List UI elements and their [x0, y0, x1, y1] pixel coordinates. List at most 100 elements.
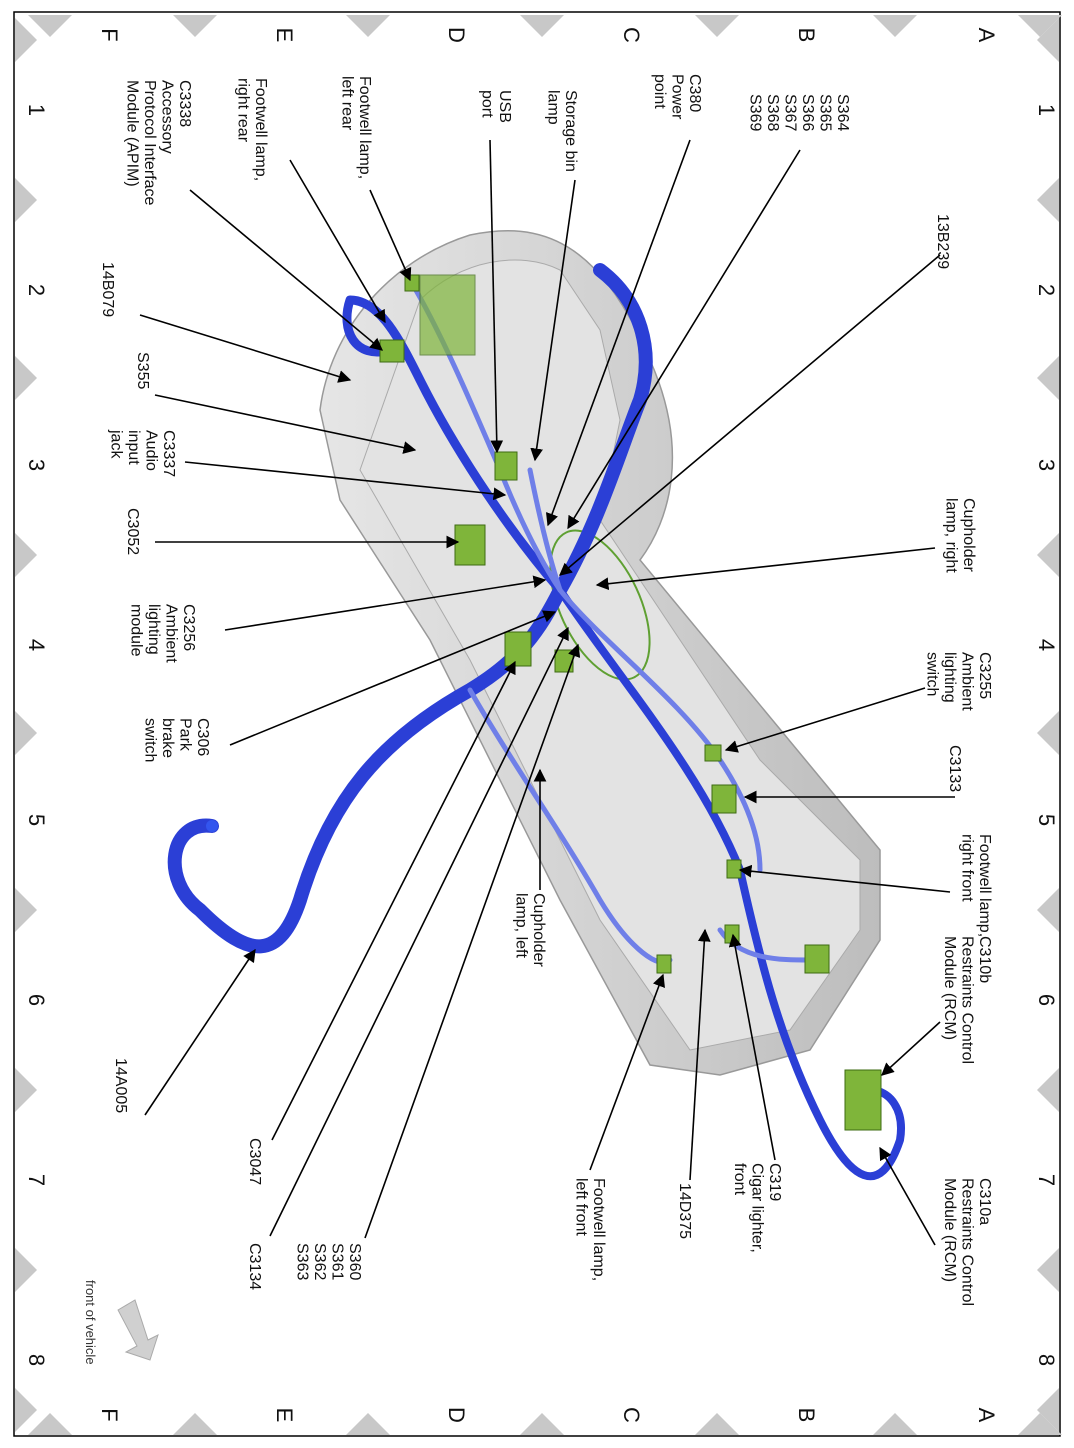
grid-row-label: A — [974, 1408, 999, 1423]
leader-line — [724, 687, 926, 753]
callout-label: C3134 — [246, 1243, 263, 1290]
callout-label: switch — [924, 652, 941, 696]
leader-line — [530, 179, 576, 462]
callout-label: lamp — [545, 90, 562, 125]
grid-column-label: 8 — [24, 1354, 49, 1366]
connector — [504, 631, 532, 667]
callout-label: Accessory — [159, 80, 176, 154]
callout-label: C319 — [766, 1163, 783, 1201]
edge-triangle — [15, 356, 37, 400]
leader-line — [738, 864, 951, 893]
callout-label: Module (RCM) — [941, 936, 958, 1040]
callout-label: right front — [959, 834, 976, 902]
callout-label: Footwell lamp, — [356, 76, 373, 179]
branch — [467, 687, 673, 965]
callout-label: C3255 — [976, 652, 993, 699]
grid-row-label: D — [444, 1407, 469, 1423]
callout-label: lighting — [941, 652, 958, 703]
edge-triangle — [1037, 533, 1059, 577]
leader-line — [184, 461, 507, 501]
callout-label: port — [479, 90, 496, 118]
callout-label: Restraints Control — [959, 1178, 976, 1306]
callout-label: jack — [108, 429, 125, 459]
connector — [494, 451, 518, 481]
callout-label: lighting — [145, 604, 162, 655]
edge-triangle — [1018, 1413, 1062, 1435]
connector — [656, 954, 672, 974]
grid-row-label: B — [794, 28, 819, 43]
callout-label: C3337 — [160, 430, 177, 477]
callout-label: left front — [573, 1178, 590, 1236]
callout-label: USB — [496, 90, 513, 123]
callout-label: switch — [142, 718, 159, 762]
connectors — [379, 274, 882, 1131]
apim-module — [419, 274, 476, 356]
edge-triangle — [1037, 356, 1059, 400]
callout-label: S364 — [834, 94, 851, 131]
grid-row-label: F — [97, 28, 122, 41]
edge-triangle — [346, 1413, 390, 1435]
edge-triangle — [346, 15, 390, 37]
callout-label: C3133 — [946, 745, 963, 792]
grid-column-label: 1 — [1034, 104, 1059, 116]
callout-label: module — [128, 604, 145, 657]
callout-label: Cupholder — [530, 893, 547, 968]
edge-triangle — [520, 1413, 564, 1435]
grid-column-label: 6 — [24, 994, 49, 1006]
leader-line — [139, 314, 352, 383]
callout-label: S355 — [134, 352, 151, 389]
callout-label: Cigar lighter, — [749, 1163, 766, 1253]
edge-triangle — [1037, 1388, 1059, 1432]
leader-line — [369, 189, 412, 282]
callout-label: Protocol Interface — [141, 80, 158, 206]
callout-label: Footwell lamp, — [252, 78, 269, 181]
grid-column-label: 8 — [1034, 1354, 1059, 1366]
grid-column-label: 2 — [1034, 284, 1059, 296]
frame — [13, 11, 1061, 1437]
callout-label: C3338 — [176, 80, 193, 127]
callout-label: brake — [159, 718, 176, 758]
connector — [454, 524, 486, 566]
edge-triangle — [15, 178, 37, 222]
callout-label: C3256 — [180, 604, 197, 651]
grid-column-label: 5 — [24, 814, 49, 826]
grid-row-label: B — [794, 1408, 819, 1423]
callout-label: input — [125, 430, 142, 465]
edge-triangle — [15, 1388, 37, 1432]
branch — [557, 587, 763, 873]
edge-triangle — [15, 1068, 37, 1112]
callout-label: Module (APIM) — [124, 80, 141, 187]
note: front of vehicle — [83, 1280, 98, 1365]
leader-line — [269, 626, 569, 1237]
callout-label: S363 — [294, 1243, 311, 1280]
callout-label: S360 — [346, 1243, 363, 1280]
edge-triangle — [15, 1248, 37, 1292]
front-arrow — [117, 1299, 159, 1361]
callout-label: left rear — [339, 76, 356, 131]
connector — [726, 859, 742, 879]
callout-label: 13B239 — [934, 214, 951, 269]
leader-line — [489, 139, 504, 454]
leader-line — [879, 1146, 936, 1246]
grid-column-label: 3 — [1034, 459, 1059, 471]
edge-triangle — [873, 15, 917, 37]
grid-column-label: 7 — [24, 1174, 49, 1186]
harness-end — [206, 820, 218, 832]
edge-triangle — [1018, 15, 1062, 37]
edge-triangle — [695, 1413, 739, 1435]
grid-row-label: C — [619, 1407, 644, 1423]
callout-label: C3052 — [124, 508, 141, 555]
callout-label: 14A005 — [112, 1058, 129, 1113]
callout-label: S367 — [782, 94, 799, 131]
callout-label: S362 — [311, 1243, 328, 1280]
grid-column-label: 4 — [1034, 639, 1059, 651]
callout-label: Ambient — [163, 604, 180, 663]
connector — [724, 924, 740, 944]
leader-line — [229, 610, 557, 746]
edge-triangle — [28, 1413, 72, 1435]
grid-row-label: D — [444, 27, 469, 43]
callout-label: S365 — [817, 94, 834, 131]
leader-line — [545, 139, 691, 527]
